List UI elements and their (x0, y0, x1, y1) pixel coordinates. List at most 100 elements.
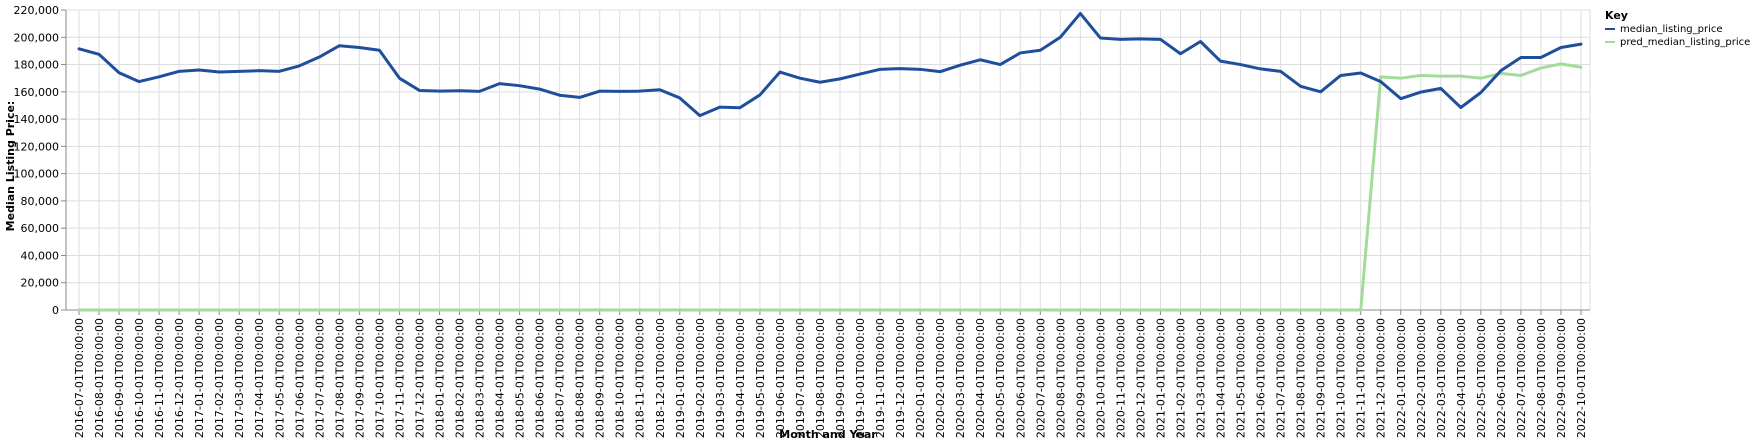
x-tick-label: 2020-08-01T00:00:00 (1054, 318, 1067, 438)
y-tick-label: 20,000 (21, 277, 60, 290)
x-tick-label: 2018-04-01T00:00:00 (494, 318, 507, 438)
legend-label: median_listing_price (1620, 24, 1723, 35)
x-tick-label: 2022-05-01T00:00:00 (1475, 318, 1488, 438)
y-tick-label: 60,000 (21, 222, 60, 235)
x-tick-label: 2019-06-01T00:00:00 (774, 318, 787, 438)
x-tick-label: 2019-01-01T00:00:00 (674, 318, 687, 438)
x-tick-label: 2016-11-01T00:00:00 (153, 318, 166, 438)
x-tick-label: 2017-05-01T00:00:00 (273, 318, 286, 438)
x-tick-label: 2018-01-01T00:00:00 (433, 318, 446, 438)
x-tick-label: 2017-08-01T00:00:00 (333, 318, 346, 438)
x-tick-label: 2021-03-01T00:00:00 (1194, 318, 1207, 438)
x-tick-label: 2020-12-01T00:00:00 (1134, 318, 1147, 438)
x-tick-label: 2020-10-01T00:00:00 (1094, 318, 1107, 438)
x-tick-label: 2017-07-01T00:00:00 (313, 318, 326, 438)
x-tick-label: 2022-04-01T00:00:00 (1455, 318, 1468, 438)
x-tick-label: 2022-03-01T00:00:00 (1435, 318, 1448, 438)
legend-title: Key (1605, 9, 1628, 22)
x-tick-label: 2020-11-01T00:00:00 (1114, 318, 1127, 438)
x-tick-label: 2016-09-01T00:00:00 (113, 318, 126, 438)
y-tick-label: 40,000 (21, 249, 60, 262)
x-tick-label: 2018-02-01T00:00:00 (454, 318, 467, 438)
y-tick-label: 0 (52, 304, 59, 317)
series-line-pred-median-listing-price (77, 62, 1583, 312)
x-tick-label: 2022-08-01T00:00:00 (1535, 318, 1548, 438)
x-tick-label: 2017-10-01T00:00:00 (373, 318, 386, 438)
y-tick-label: 120,000 (14, 140, 60, 153)
x-tick-label: 2019-10-01T00:00:00 (854, 318, 867, 438)
x-tick-label: 2017-01-01T00:00:00 (193, 318, 206, 438)
x-tick-label: 2016-07-01T00:00:00 (73, 318, 86, 438)
x-tick-label: 2022-06-01T00:00:00 (1495, 318, 1508, 438)
series-line-median-listing-price (77, 11, 1583, 118)
x-tick-label: 2020-06-01T00:00:00 (1014, 318, 1027, 438)
x-tick-label: 2020-05-01T00:00:00 (994, 318, 1007, 438)
x-tick-label: 2020-03-01T00:00:00 (954, 318, 967, 438)
x-tick-label: 2022-07-01T00:00:00 (1515, 318, 1528, 438)
x-tick-label: 2020-01-01T00:00:00 (914, 318, 927, 438)
x-tick-label: 2019-08-01T00:00:00 (814, 318, 827, 438)
x-tick-label: 2017-06-01T00:00:00 (293, 318, 306, 438)
x-tick-label: 2019-02-01T00:00:00 (694, 318, 707, 438)
y-tick-label: 100,000 (14, 168, 60, 181)
x-tick-label: 2020-07-01T00:00:00 (1034, 318, 1047, 438)
x-tick-labels: 2016-07-01T00:00:00 2016-08-01T00:00:00 20… (73, 318, 1588, 438)
plot-frame (65, 9, 1591, 311)
x-tick-label: 2018-12-01T00:00:00 (654, 318, 667, 438)
y-tick-label: 220,000 (14, 4, 60, 17)
x-tick-label: 2018-06-01T00:00:00 (534, 318, 547, 438)
x-tick-label: 2020-02-01T00:00:00 (934, 318, 947, 438)
x-tick-label: 2022-01-01T00:00:00 (1395, 318, 1408, 438)
x-tick-label: 2019-04-01T00:00:00 (734, 318, 747, 438)
legend: Key median_listing_price pred_median_list… (1605, 9, 1750, 48)
y-tick-label: 80,000 (21, 195, 60, 208)
legend-label: pred_median_listing_price (1620, 37, 1750, 48)
x-tick-label: 2019-05-01T00:00:00 (754, 318, 767, 438)
x-tick-label: 2019-09-01T00:00:00 (834, 318, 847, 438)
grid (66, 9, 1590, 311)
x-tick-label: 2021-12-01T00:00:00 (1375, 318, 1388, 438)
x-tick-label: 2016-08-01T00:00:00 (93, 318, 106, 438)
x-tick-label: 2021-02-01T00:00:00 (1174, 318, 1187, 438)
series (77, 11, 1583, 312)
x-tick-label: 2017-11-01T00:00:00 (393, 318, 406, 438)
x-tick-label: 2021-06-01T00:00:00 (1255, 318, 1268, 438)
y-tick-label: 160,000 (14, 86, 60, 99)
x-tick-label: 2021-07-01T00:00:00 (1275, 318, 1288, 438)
x-tick-label: 2017-03-01T00:00:00 (233, 318, 246, 438)
x-tick-label: 2018-08-01T00:00:00 (574, 318, 587, 438)
x-tick-label: 2018-07-01T00:00:00 (554, 318, 567, 438)
x-tick-label: 2021-08-01T00:00:00 (1295, 318, 1308, 438)
x-tick-label: 2018-05-01T00:00:00 (514, 318, 527, 438)
x-tick-label: 2018-03-01T00:00:00 (474, 318, 487, 438)
y-axis-title: Median Listing Price: (4, 101, 17, 232)
x-tick-label: 2021-04-01T00:00:00 (1215, 318, 1228, 438)
x-tick-label: 2022-02-01T00:00:00 (1415, 318, 1428, 438)
x-tick-label: 2019-11-01T00:00:00 (874, 318, 887, 438)
x-tick-label: 2021-11-01T00:00:00 (1355, 318, 1368, 438)
x-tick-label: 2021-10-01T00:00:00 (1335, 318, 1348, 438)
x-tick-label: 2018-09-01T00:00:00 (594, 318, 607, 438)
x-tick-label: 2017-12-01T00:00:00 (413, 318, 426, 438)
x-axis-title: Month and Year (779, 428, 877, 441)
x-tick-label: 2020-04-01T00:00:00 (974, 318, 987, 438)
y-tick-label: 140,000 (14, 113, 60, 126)
x-tick-label: 2021-09-01T00:00:00 (1315, 318, 1328, 438)
x-tick-label: 2017-09-01T00:00:00 (353, 318, 366, 438)
y-tick-label: 200,000 (14, 31, 60, 44)
x-tick-label: 2018-11-01T00:00:00 (634, 318, 647, 438)
x-tick-label: 2019-03-01T00:00:00 (714, 318, 727, 438)
x-tick-label: 2019-07-01T00:00:00 (794, 318, 807, 438)
x-tick-label: 2016-12-01T00:00:00 (173, 318, 186, 438)
x-tick-label: 2017-04-01T00:00:00 (253, 318, 266, 438)
x-tick-label: 2021-01-01T00:00:00 (1154, 318, 1167, 438)
x-tick-label: 2022-09-01T00:00:00 (1555, 318, 1568, 438)
x-tick-label: 2018-10-01T00:00:00 (614, 318, 627, 438)
x-tick-label: 2019-12-01T00:00:00 (894, 318, 907, 438)
x-tick-label: 2021-05-01T00:00:00 (1235, 318, 1248, 438)
x-tick-label: 2020-09-01T00:00:00 (1074, 318, 1087, 438)
y-tick-label: 180,000 (14, 59, 60, 72)
x-tick-label: 2017-02-01T00:00:00 (213, 318, 226, 438)
y-tick-labels: 0 20,000 40,000 60,000 80,000 100,000 120,000 1… (14, 4, 60, 317)
